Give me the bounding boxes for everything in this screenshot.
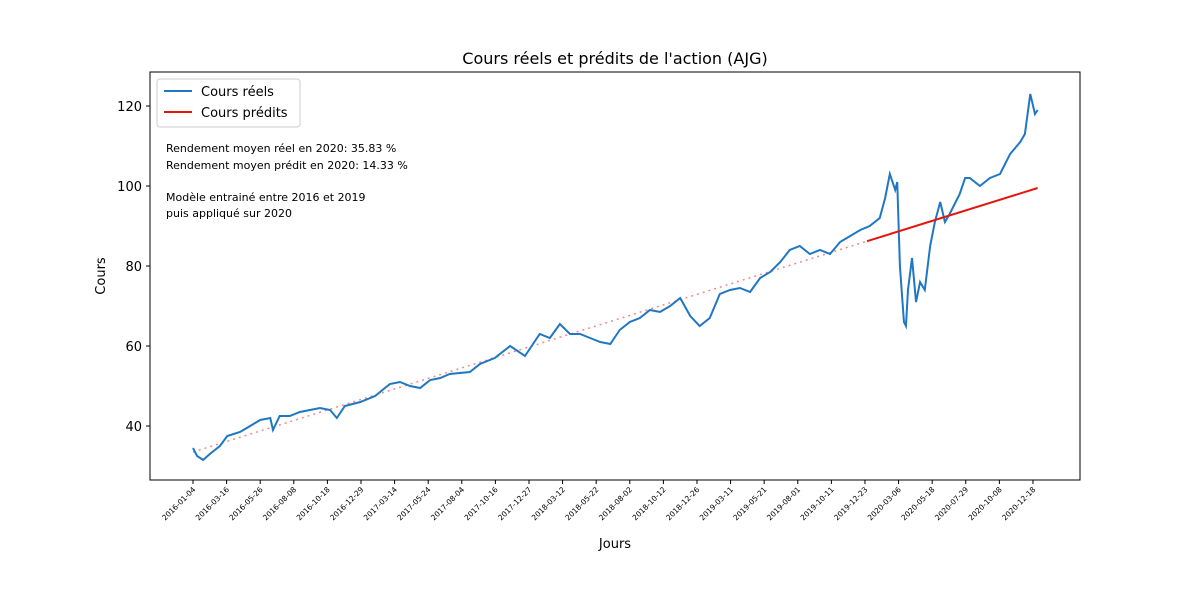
plot-frame bbox=[149, 71, 1081, 481]
data-line bbox=[866, 187, 1038, 243]
legend-box bbox=[156, 78, 301, 128]
y-tick-label: 120 bbox=[117, 100, 142, 115]
data-line bbox=[192, 93, 1039, 462]
trend-line bbox=[192, 240, 868, 453]
y-tick-label: 100 bbox=[117, 180, 142, 195]
y-tick-label: 40 bbox=[125, 420, 142, 435]
y-tick-label: 60 bbox=[125, 340, 142, 355]
x-axis-label: Jours bbox=[598, 537, 631, 552]
y-tick-label: 80 bbox=[125, 260, 142, 275]
annotation: Rendement moyen prédit en 2020: 14.33 % bbox=[166, 159, 408, 172]
annotation: puis appliqué sur 2020 bbox=[166, 207, 292, 220]
y-axis-label: Cours bbox=[94, 257, 109, 295]
legend-label: Cours prédits bbox=[201, 106, 288, 121]
chart-title: Cours réels et prédits de l'action (AJG) bbox=[462, 49, 767, 68]
annotation: Rendement moyen réel en 2020: 35.83 % bbox=[166, 142, 396, 155]
legend-label: Cours réels bbox=[201, 85, 274, 100]
annotation: Modèle entrainé entre 2016 et 2019 bbox=[166, 191, 366, 204]
